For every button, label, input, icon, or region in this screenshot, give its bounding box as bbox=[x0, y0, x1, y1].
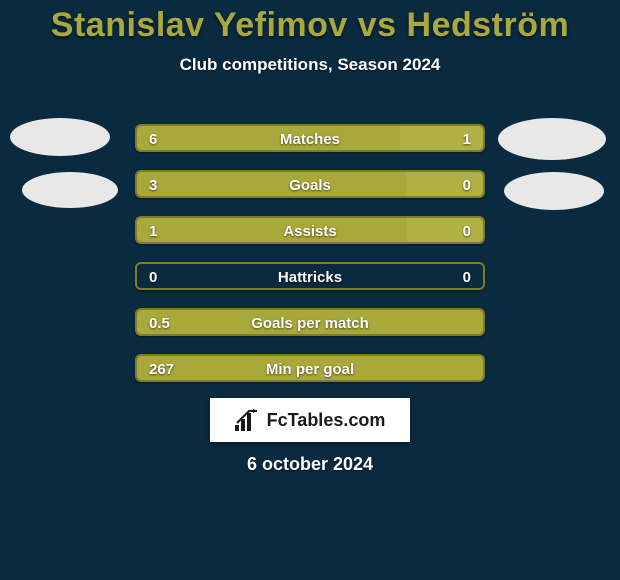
player-right-avatar bbox=[498, 118, 606, 160]
brand-text: FcTables.com bbox=[267, 410, 386, 431]
fctables-icon bbox=[235, 409, 261, 431]
stat-metric-label: Assists bbox=[137, 218, 483, 244]
stat-metric-label: Matches bbox=[137, 126, 483, 152]
footer-date: 6 october 2024 bbox=[0, 454, 620, 475]
stat-row: 10Assists bbox=[135, 216, 485, 244]
stat-row: 61Matches bbox=[135, 124, 485, 152]
player-left-avatar-2 bbox=[22, 172, 118, 208]
stat-bars-container: 61Matches 30Goals 10Assists 00Hattricks 0.5G… bbox=[135, 124, 485, 400]
stat-metric-label: Hattricks bbox=[137, 264, 483, 290]
stats-comparison-canvas: Stanislav Yefimov vs Hedström Club compe… bbox=[0, 0, 620, 580]
stat-row: 0.5Goals per match bbox=[135, 308, 485, 336]
brand-box: FcTables.com bbox=[210, 398, 410, 442]
stat-metric-label: Goals bbox=[137, 172, 483, 198]
stat-row: 30Goals bbox=[135, 170, 485, 198]
stat-row: 267Min per goal bbox=[135, 354, 485, 382]
stat-row: 00Hattricks bbox=[135, 262, 485, 290]
player-right-avatar-2 bbox=[504, 172, 604, 210]
page-subtitle: Club competitions, Season 2024 bbox=[0, 55, 620, 75]
stat-metric-label: Goals per match bbox=[137, 310, 483, 336]
stat-metric-label: Min per goal bbox=[137, 356, 483, 382]
page-title: Stanislav Yefimov vs Hedström bbox=[0, 0, 620, 45]
player-left-avatar bbox=[10, 118, 110, 156]
